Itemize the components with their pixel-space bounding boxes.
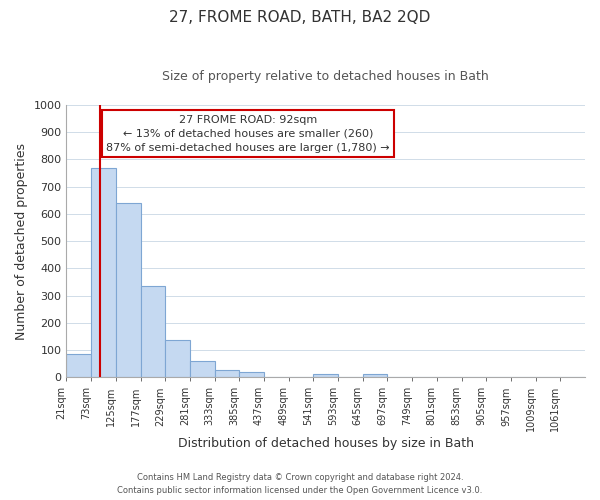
Bar bbox=[215, 370, 239, 377]
Bar bbox=[313, 374, 338, 377]
Bar bbox=[363, 374, 388, 377]
Text: 27 FROME ROAD: 92sqm
← 13% of detached houses are smaller (260)
87% of semi-deta: 27 FROME ROAD: 92sqm ← 13% of detached h… bbox=[106, 114, 390, 152]
Y-axis label: Number of detached properties: Number of detached properties bbox=[15, 142, 28, 340]
Bar bbox=[91, 168, 116, 377]
Bar bbox=[190, 361, 215, 377]
Text: Contains HM Land Registry data © Crown copyright and database right 2024.
Contai: Contains HM Land Registry data © Crown c… bbox=[118, 474, 482, 495]
Bar bbox=[165, 340, 190, 377]
X-axis label: Distribution of detached houses by size in Bath: Distribution of detached houses by size … bbox=[178, 437, 474, 450]
Bar bbox=[140, 286, 165, 377]
Bar bbox=[116, 203, 140, 377]
Bar bbox=[239, 372, 264, 377]
Text: 27, FROME ROAD, BATH, BA2 2QD: 27, FROME ROAD, BATH, BA2 2QD bbox=[169, 10, 431, 25]
Bar bbox=[67, 354, 91, 377]
Title: Size of property relative to detached houses in Bath: Size of property relative to detached ho… bbox=[163, 70, 489, 83]
